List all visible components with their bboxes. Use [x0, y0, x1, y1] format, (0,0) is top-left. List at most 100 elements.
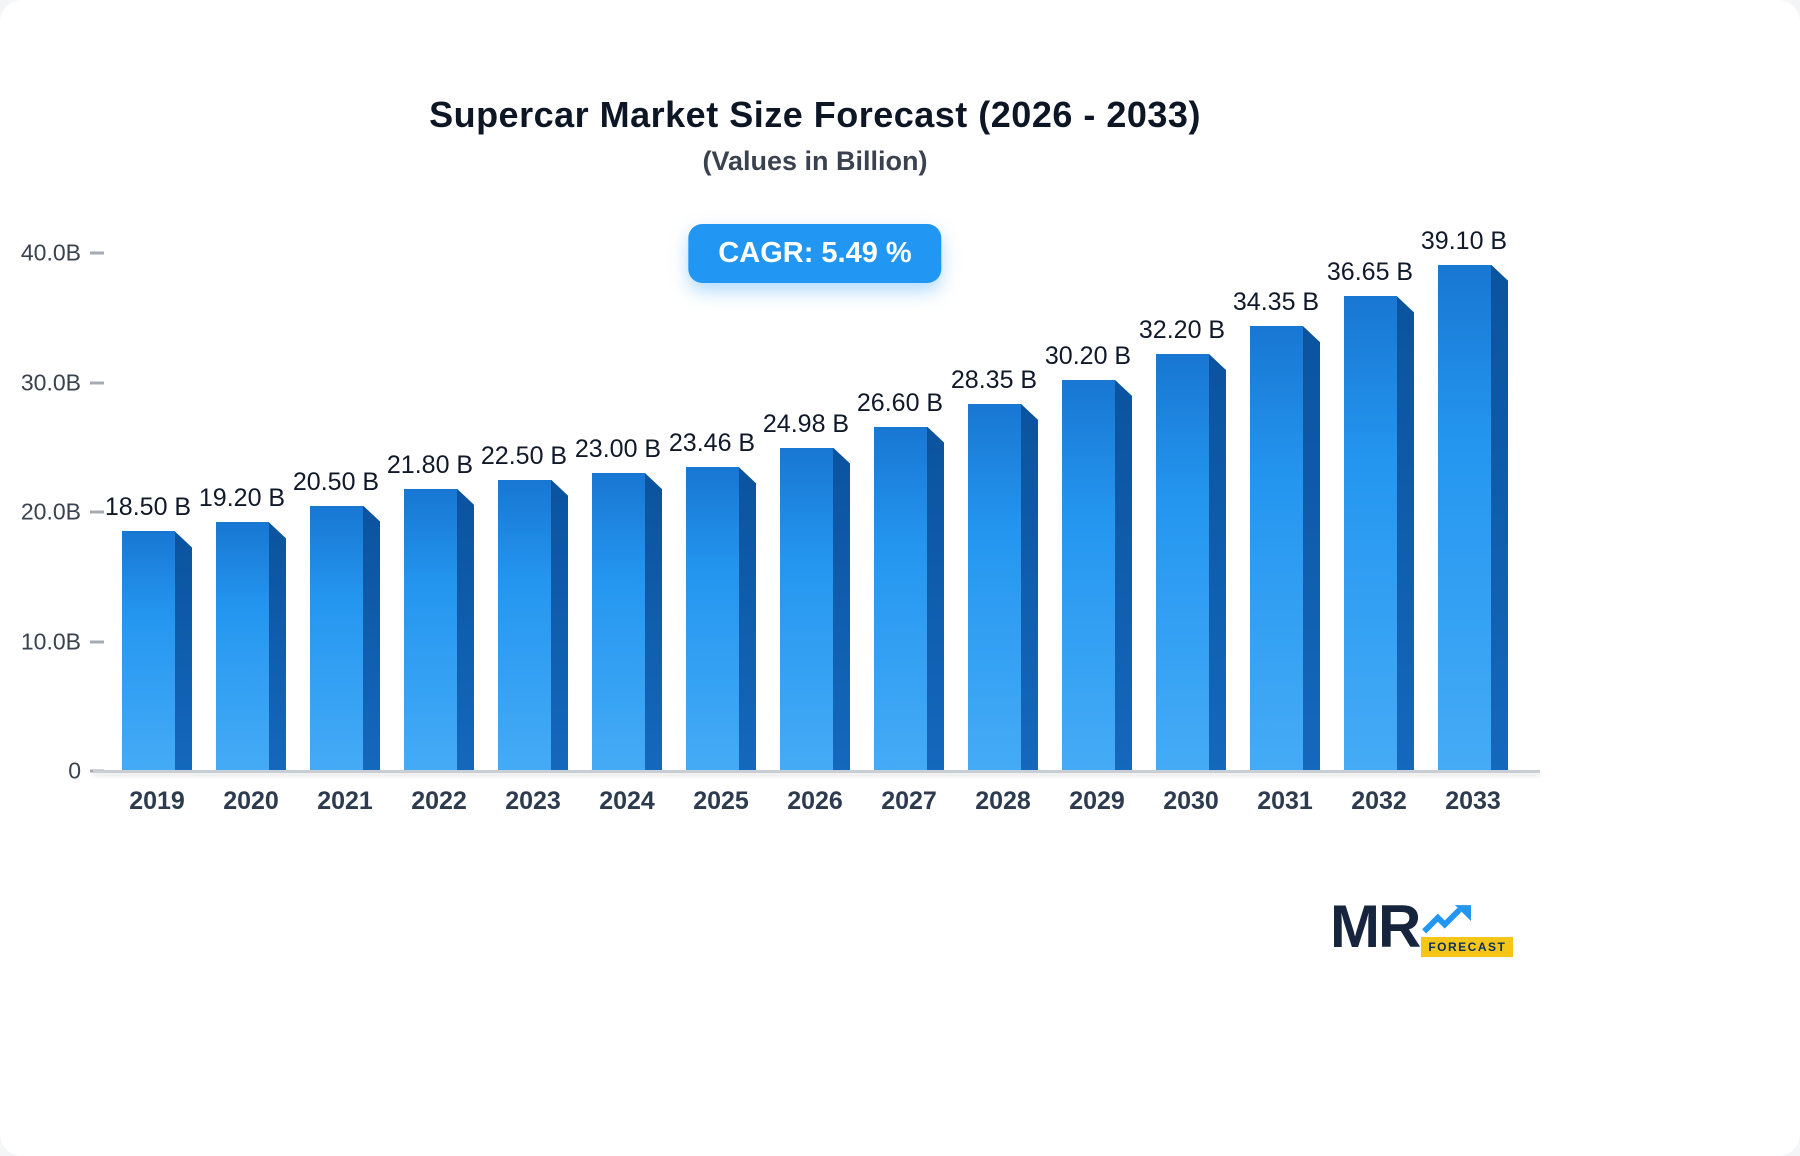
bar-front-face [404, 488, 457, 771]
bar-front-face [780, 447, 833, 771]
bar-side-face [1209, 354, 1226, 771]
x-tick-2029: 2029 [1069, 787, 1125, 815]
bar-slot-2023: 22.50 B [481, 253, 580, 771]
bar-value-label-2021: 20.50 B [292, 467, 380, 496]
x-tick-2021: 2021 [317, 787, 373, 815]
bar-2028: 28.35 B [951, 366, 1038, 771]
y-tick-label: 0 [68, 757, 81, 784]
logo-right-block: FORECAST [1421, 904, 1514, 957]
bar-side-face [269, 522, 286, 771]
x-tick-2024: 2024 [599, 787, 655, 815]
y-tick-label: 20.0B [20, 498, 81, 525]
x-axis-line [93, 770, 1540, 773]
bar-value-label-2020: 19.20 B [198, 484, 286, 513]
bar-slot-2030: 32.20 B [1139, 253, 1238, 771]
x-tick-2030: 2030 [1163, 787, 1219, 815]
x-tick-2020: 2020 [223, 787, 279, 815]
bar-front-face [1250, 326, 1303, 771]
bar-value-label-2031: 34.35 B [1232, 288, 1320, 317]
bar-slot-2029: 30.20 B [1045, 253, 1144, 771]
logo-text: MR [1330, 893, 1421, 960]
y-tick-10.0B: 10.0B [0, 628, 104, 655]
bar-slot-2020: 19.20 B [199, 253, 298, 771]
bar-2022: 21.80 B [387, 451, 474, 771]
x-tick-2033: 2033 [1445, 787, 1501, 815]
bar-side-face [1115, 379, 1132, 771]
bar-slot-2026: 24.98 B [763, 253, 862, 771]
bar-front-face [1344, 296, 1397, 771]
bar-front-face [1438, 264, 1491, 771]
bar-front-face [874, 426, 927, 771]
bar-front-face [122, 531, 175, 771]
bar-2021: 20.50 B [293, 468, 380, 771]
y-tick-mark [90, 381, 104, 384]
bar-front-face [1156, 354, 1209, 771]
bar-2027: 26.60 B [857, 389, 944, 771]
bar-2023: 22.50 B [481, 442, 568, 771]
bar-2024: 23.00 B [575, 435, 662, 771]
bar-value-label-2029: 30.20 B [1044, 341, 1132, 370]
x-tick-2019: 2019 [129, 787, 185, 815]
x-tick-2022: 2022 [411, 787, 467, 815]
bar-value-label-2027: 26.60 B [856, 388, 944, 417]
x-tick-2026: 2026 [787, 787, 843, 815]
bar-front-face [216, 522, 269, 771]
bar-side-face [175, 531, 192, 771]
bar-slot-2022: 21.80 B [387, 253, 486, 771]
bar-value-label-2033: 39.10 B [1420, 226, 1508, 255]
bar-value-label-2030: 32.20 B [1138, 316, 1226, 345]
bar-side-face [833, 447, 850, 771]
bar-2025: 23.46 B [669, 429, 756, 771]
y-tick-label: 10.0B [20, 628, 81, 654]
y-tick-label: 40.0B [20, 239, 81, 266]
bar-slot-2028: 28.35 B [951, 253, 1050, 771]
x-tick-2032: 2032 [1351, 787, 1407, 815]
chart-subtitle: (Values in Billion) [702, 146, 928, 176]
bar-side-face [1303, 326, 1320, 771]
y-tick-mark [90, 640, 104, 643]
y-tick-20.0B: 20.0B [0, 499, 104, 526]
bar-slot-2027: 26.60 B [857, 253, 956, 771]
trend-arrow-icon [1422, 905, 1472, 934]
x-tick-2025: 2025 [693, 787, 749, 815]
bar-2029: 30.20 B [1045, 342, 1132, 771]
bars-area: 18.50 B 19.20 B 20.50 B 21.80 B 22.50 B 23.00… [105, 227, 1520, 771]
bar-slot-2019: 18.50 B [105, 253, 204, 771]
logo-tagline: FORECAST [1421, 937, 1514, 957]
bar-side-face [551, 479, 568, 771]
bar-side-face [363, 505, 380, 771]
x-tick-2028: 2028 [975, 787, 1031, 815]
bar-2033: 39.10 B [1421, 227, 1508, 771]
bar-slot-2033: 39.10 B [1421, 227, 1520, 771]
bar-slot-2031: 34.35 B [1233, 253, 1332, 771]
chart-title: Supercar Market Size Forecast (2026 - 20… [429, 94, 1201, 135]
x-tick-2027: 2027 [881, 787, 937, 815]
bar-side-face [1491, 264, 1508, 771]
y-axis: 40.0B 30.0B 20.0B 10.0B 0 [21, 240, 1520, 784]
bar-value-label-2023: 22.50 B [480, 441, 568, 470]
x-axis-labels: 2019 2020 2021 2022 2023 2024 2025 2026 2027 2028… [110, 787, 1520, 816]
y-tick-mark [90, 510, 104, 514]
bar-value-label-2032: 36.65 B [1326, 258, 1414, 287]
y-tick-30.0B: 30.0B [0, 369, 104, 396]
x-tick-2023: 2023 [505, 787, 561, 815]
bar-2031: 34.35 B [1233, 288, 1320, 771]
bar-slot-2025: 23.46 B [669, 253, 768, 771]
bar-side-face [1397, 296, 1414, 771]
bar-value-label-2025: 23.46 B [668, 429, 756, 458]
bar-front-face [686, 467, 739, 771]
bar-side-face [1021, 403, 1038, 771]
x-tick-2031: 2031 [1257, 787, 1313, 815]
bar-front-face [310, 505, 363, 771]
y-tick-label: 30.0B [20, 369, 81, 395]
bar-value-label-2026: 24.98 B [762, 409, 850, 438]
y-tick-mark [90, 251, 104, 255]
bar-slot-2024: 23.00 B [575, 253, 674, 771]
bar-front-face [592, 473, 645, 771]
bar-value-label-2028: 28.35 B [950, 365, 1038, 394]
bar-2032: 36.65 B [1327, 258, 1414, 771]
bar-front-face [1062, 379, 1115, 771]
bar-slot-2021: 20.50 B [293, 253, 392, 771]
bar-side-face [739, 467, 756, 771]
